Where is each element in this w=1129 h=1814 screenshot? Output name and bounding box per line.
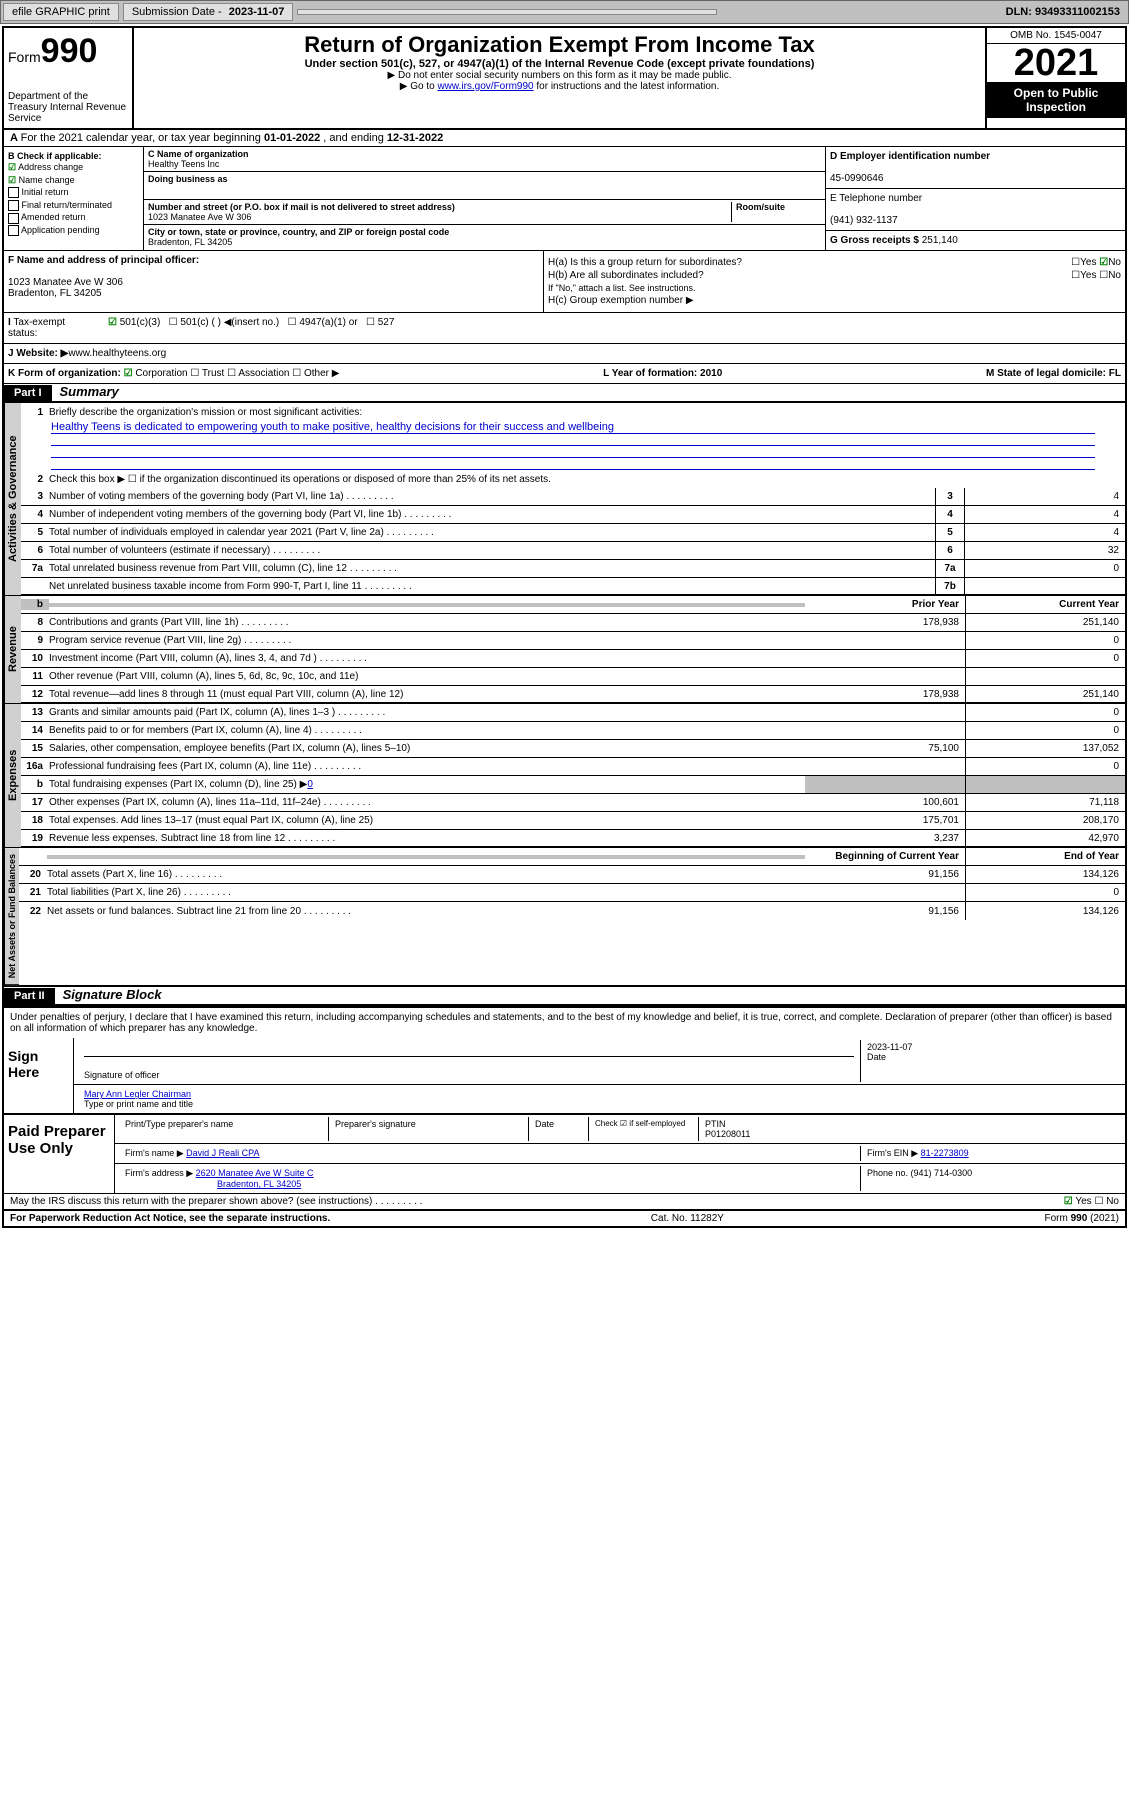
blank-button[interactable] [297,9,717,15]
tax-year: 2021 [987,44,1125,82]
row-a-tax-year: A For the 2021 calendar year, or tax yea… [4,130,1125,147]
section-expenses: Expenses [4,704,21,848]
form-title: Return of Organization Exempt From Incom… [138,32,981,58]
section-revenue: Revenue [4,596,21,704]
irs-link[interactable]: www.irs.gov/Form990 [437,81,533,92]
col-b-checkboxes: B Check if applicable: ☑ Address change … [4,147,144,250]
efile-print-button[interactable]: efile GRAPHIC print [3,3,119,21]
footer: For Paperwork Reduction Act Notice, see … [4,1209,1125,1226]
dept-text: Department of the Treasury Internal Reve… [8,91,128,124]
form-subtitle: Under section 501(c), 527, or 4947(a)(1)… [138,58,981,70]
signature-declaration: Under penalties of perjury, I declare th… [4,1006,1125,1038]
col-de-ein-phone: D Employer identification number45-09906… [825,147,1125,250]
form-header: Form990 Department of the Treasury Inter… [4,28,1125,130]
dln-text: DLN: 93493311002153 [1006,6,1126,18]
row-j-website: J Website: ▶ www.healthyteens.org [4,344,1125,364]
section-net-assets: Net Assets or Fund Balances [4,848,19,985]
sign-here-block: Sign Here Signature of officer 2023-11-0… [4,1038,1125,1114]
mission-text: Healthy Teens is dedicated to empowering… [51,421,1095,434]
paid-preparer-block: Paid Preparer Use Only Print/Type prepar… [4,1114,1125,1193]
discuss-row: May the IRS discuss this return with the… [4,1193,1125,1209]
part2-header: Part II [4,988,55,1004]
row-i-tax-status: I Tax-exempt status: ☑ 501(c)(3) ☐ 501(c… [4,313,1125,344]
row-k-form-org: K Form of organization: ☑ Corporation ☐ … [4,364,1125,384]
part1-header: Part I [4,385,52,401]
col-h-group: H(a) Is this a group return for subordin… [544,251,1125,312]
form-990: Form990 Department of the Treasury Inter… [2,26,1127,1228]
section-governance: Activities & Governance [4,403,21,596]
col-f-officer: F Name and address of principal officer:… [4,251,544,312]
toolbar: efile GRAPHIC print Submission Date - 20… [0,0,1129,24]
note-link: ▶ Go to www.irs.gov/Form990 for instruct… [138,81,981,92]
inspection-badge: Open to Public Inspection [987,82,1125,118]
note-ssn: ▶ Do not enter social security numbers o… [138,70,981,81]
submission-date-button[interactable]: Submission Date - 2023-11-07 [123,3,294,21]
col-c-org-info: C Name of organizationHealthy Teens Inc … [144,147,825,250]
